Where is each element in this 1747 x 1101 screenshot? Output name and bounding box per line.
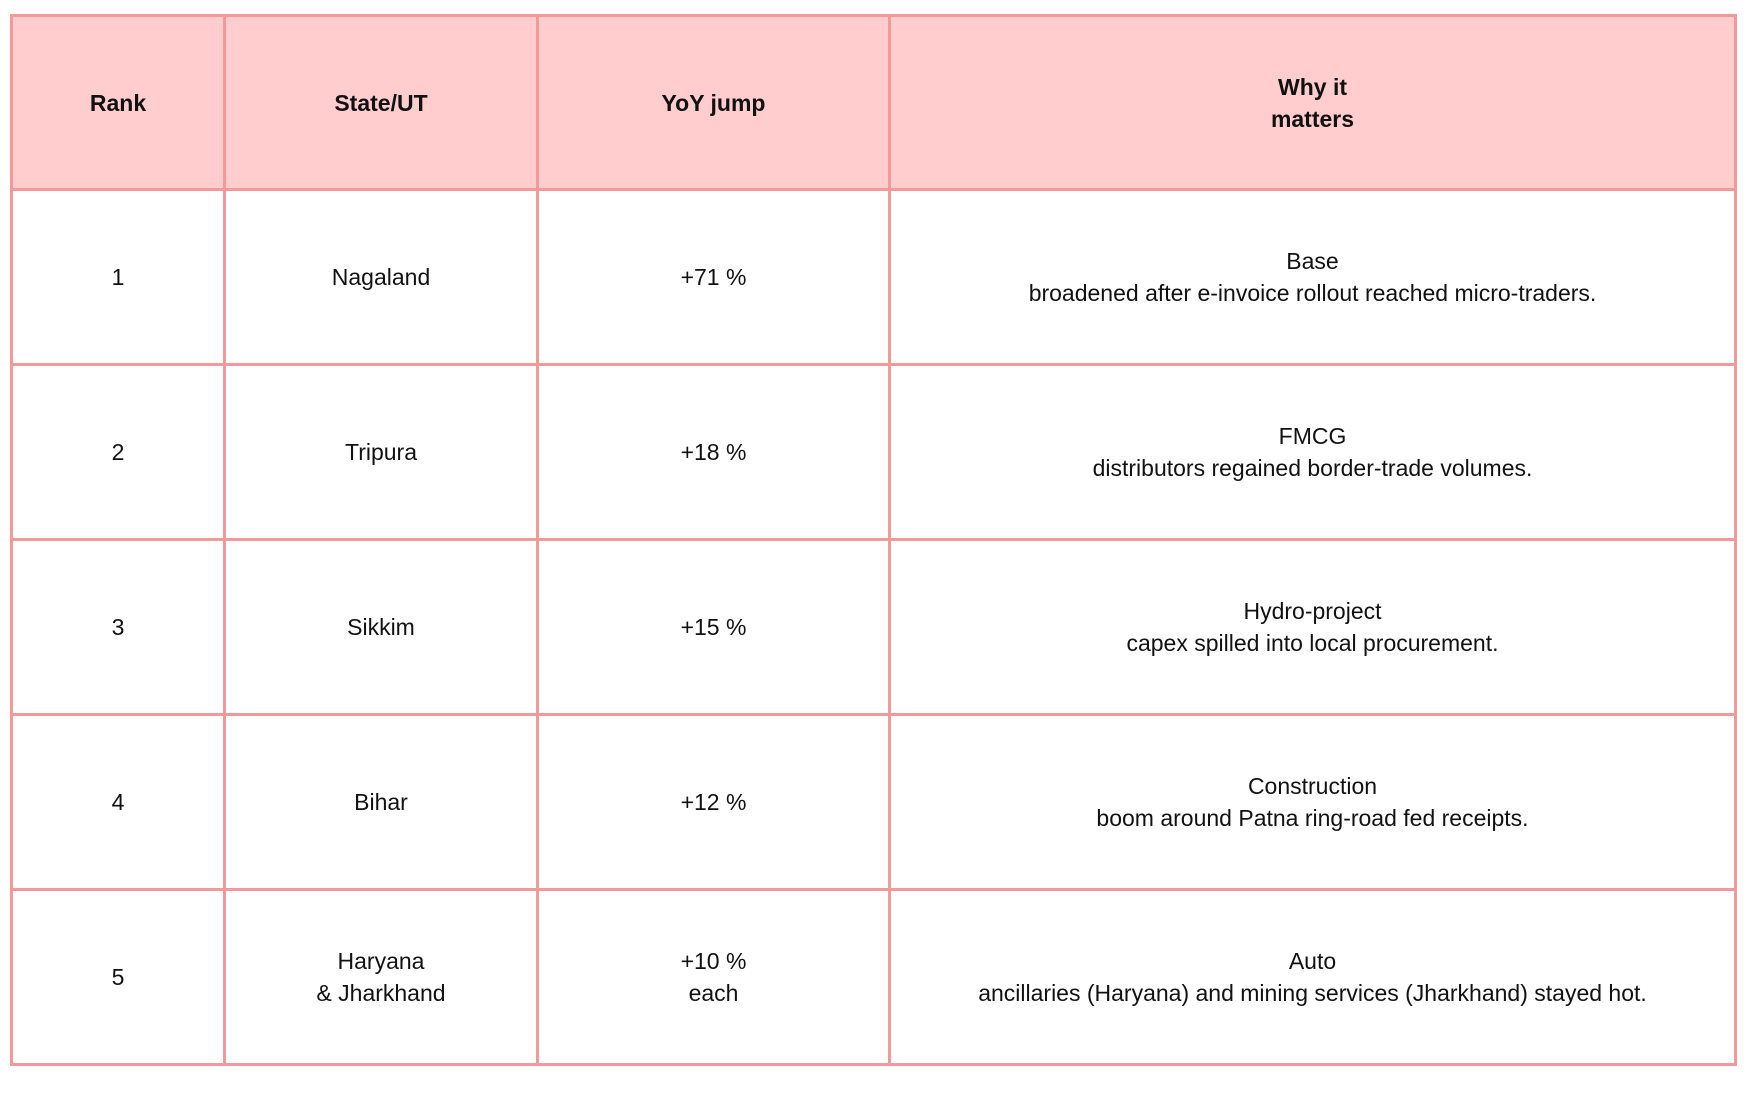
ranking-table-container: Rank State/UT YoY jump Why it matters 1 … — [10, 14, 1737, 1066]
cell-yoy-jump: +71 % — [536, 188, 891, 366]
cell-state: Tripura — [223, 363, 539, 541]
table-row: 2 Tripura +18 % FMCG distributors regain… — [10, 363, 1737, 541]
cell-rank: 3 — [10, 538, 226, 716]
cell-why-it-matters: FMCG distributors regained border-trade … — [888, 363, 1737, 541]
cell-rank: 5 — [10, 888, 226, 1066]
table-row: 5 Haryana & Jharkhand +10 % each Auto an… — [10, 888, 1737, 1066]
cell-state: Sikkim — [223, 538, 539, 716]
cell-why-it-matters: Construction boom around Patna ring-road… — [888, 713, 1737, 891]
cell-why-it-matters: Hydro-project capex spilled into local p… — [888, 538, 1737, 716]
cell-rank: 4 — [10, 713, 226, 891]
cell-yoy-jump: +12 % — [536, 713, 891, 891]
cell-state: Nagaland — [223, 188, 539, 366]
header-why-it-matters: Why it matters — [888, 14, 1737, 191]
header-rank: Rank — [10, 14, 226, 191]
table-header-row: Rank State/UT YoY jump Why it matters — [10, 14, 1737, 191]
cell-yoy-jump: +15 % — [536, 538, 891, 716]
cell-state: Bihar — [223, 713, 539, 891]
cell-why-it-matters: Base broadened after e-invoice rollout r… — [888, 188, 1737, 366]
cell-yoy-jump: +10 % each — [536, 888, 891, 1066]
cell-rank: 2 — [10, 363, 226, 541]
table-row: 1 Nagaland +71 % Base broadened after e-… — [10, 188, 1737, 366]
table-row: 4 Bihar +12 % Construction boom around P… — [10, 713, 1737, 891]
cell-why-it-matters: Auto ancillaries (Haryana) and mining se… — [888, 888, 1737, 1066]
cell-rank: 1 — [10, 188, 226, 366]
header-yoy-jump: YoY jump — [536, 14, 891, 191]
state-yoy-ranking-table: Rank State/UT YoY jump Why it matters 1 … — [10, 14, 1737, 1066]
cell-yoy-jump: +18 % — [536, 363, 891, 541]
cell-state: Haryana & Jharkhand — [223, 888, 539, 1066]
header-state: State/UT — [223, 14, 539, 191]
table-row: 3 Sikkim +15 % Hydro-project capex spill… — [10, 538, 1737, 716]
